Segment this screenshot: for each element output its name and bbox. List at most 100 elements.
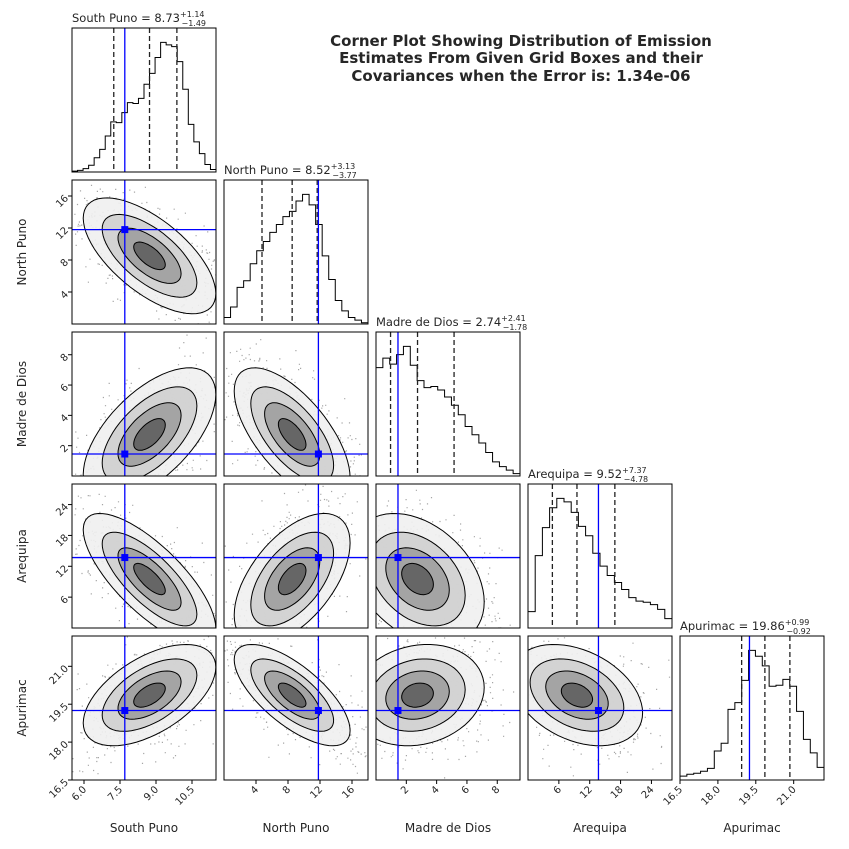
panel-frame-2-2 (375, 331, 521, 477)
panel-content-4-0 (72, 636, 216, 780)
x-axis-label-3: Arequipa (573, 821, 627, 835)
density-contour-2-1-3 (277, 418, 307, 451)
panel-4-1: 4 8 12 16 North Puno (223, 635, 369, 835)
panel-title-1: North Puno = 8.52+3.13 −3.77 (224, 162, 357, 180)
panel-frame-3-1 (223, 483, 369, 629)
panel-frame-3-3 (527, 483, 673, 629)
panel-frame-2-1 (223, 331, 369, 477)
panel-1-1: North Puno = 8.52+3.13 −3.77 (223, 162, 369, 325)
panel-frame-3-2 (375, 483, 521, 629)
x-tick-label-3-3: 24 (640, 784, 657, 801)
panel-frame-4-1 (223, 635, 369, 781)
density-contour-4-2-3 (401, 682, 434, 708)
panel-frame-0-0 (71, 27, 217, 173)
panel-content-2-1 (224, 332, 368, 476)
histogram-3 (528, 497, 672, 628)
scatter-points-4-3 (528, 637, 671, 777)
panel-content-3-3 (528, 484, 672, 628)
x-tick-label-3-0: 6 (552, 784, 564, 796)
density-contour-4-0-3 (133, 682, 166, 708)
panel-0-0: South Puno = 8.73+1.14 −1.49 (71, 10, 217, 173)
x-tick-label-1-0: 4 (249, 784, 261, 796)
panel-content-1-0 (72, 180, 216, 324)
panel-frame-4-0 (71, 635, 217, 781)
x-tick-label-2-1: 4 (429, 784, 441, 796)
y-tick-label-2-2: 6 (59, 382, 71, 394)
y-tick-label-4-3: 21.0 (47, 663, 71, 687)
corner-panels: South Puno = 8.73+1.14 −1.49 4 8 12 16 North P… (15, 10, 825, 835)
y-tick-label-1-1: 8 (59, 257, 71, 269)
x-tick-label-1-3: 16 (340, 784, 357, 801)
panel-frame-4-4 (679, 635, 825, 781)
y-tick-label-2-3: 8 (59, 352, 71, 364)
density-contour-1-0-3 (133, 241, 166, 271)
truth-marker-4-2 (394, 707, 402, 715)
truth-marker-4-0 (121, 707, 129, 715)
panel-frame-2-0 (71, 331, 217, 477)
truth-marker-1-0 (121, 226, 129, 234)
panel-3-2 (375, 483, 521, 629)
density-contour-2-0-3 (133, 418, 166, 451)
truth-marker-4-1 (314, 707, 322, 715)
x-tick-label-0-1: 7.5 (106, 784, 125, 803)
x-tick-label-4-0: 16.5 (662, 784, 686, 808)
y-tick-label-1-0: 4 (59, 289, 71, 301)
panel-frame-4-2 (375, 635, 521, 781)
panel-content-4-2 (376, 636, 520, 780)
truth-marker-3-2 (394, 554, 402, 562)
y-axis-label-4: Apurimac (15, 679, 29, 736)
panel-title-3: Arequipa = 9.52+7.37 −4.78 (528, 466, 648, 484)
panel-4-0: 6.0 7.5 9.0 10.5 South Puno 16.5 18.0 19.5 21.0 A… (15, 635, 217, 835)
truth-marker-2-0 (121, 450, 129, 458)
x-tick-label-3-2: 18 (609, 784, 626, 801)
x-tick-label-3-1: 12 (578, 784, 595, 801)
panel-frame-3-0 (71, 483, 217, 629)
panel-4-2: 2 4 6 8 Madre de Dios (375, 635, 521, 835)
y-tick-label-4-1: 18.0 (47, 739, 71, 763)
density-contour-3-1-3 (277, 562, 307, 596)
panel-content-0-0 (72, 28, 216, 172)
y-axis-label-3: Arequipa (15, 529, 29, 583)
x-tick-label-1-2: 12 (308, 784, 325, 801)
x-tick-label-0-0: 6.0 (70, 784, 89, 803)
x-tick-label-4-1: 18.0 (699, 784, 723, 808)
x-tick-label-2-3: 8 (490, 784, 502, 796)
x-tick-label-0-3: 10.5 (174, 784, 198, 808)
y-axis-label-2: Madre de Dios (15, 361, 29, 447)
panel-2-2: Madre de Dios = 2.74+2.41 −1.78 (375, 314, 527, 477)
panel-frame-1-0 (71, 179, 217, 325)
panel-2-1 (223, 331, 369, 477)
density-contour-3-0-3 (133, 562, 166, 596)
panel-title-4: Apurimac = 19.86+0.99 −0.92 (680, 618, 811, 636)
chart-title-line-2: Estimates From Given Grid Boxes and thei… (339, 49, 703, 67)
panel-content-4-4 (680, 636, 824, 780)
x-tick-label-4-2: 19.5 (737, 784, 761, 808)
panel-3-3: Arequipa = 9.52+7.37 −4.78 (527, 466, 673, 629)
x-axis-label-0: South Puno (110, 821, 178, 835)
truth-marker-3-1 (314, 554, 322, 562)
panel-4-4: Apurimac = 19.86+0.99 −0.92 16.5 18.0 19.5 21… (662, 618, 825, 835)
panel-3-1 (223, 483, 369, 629)
panel-4-3: 6 12 18 24 Arequipa (527, 635, 673, 835)
x-tick-label-2-0: 2 (399, 784, 411, 796)
density-contour-3-2-3 (401, 562, 434, 596)
panel-title-2: Madre de Dios = 2.74+2.41 −1.78 (376, 314, 527, 332)
histogram-0 (72, 41, 216, 172)
truth-marker-3-0 (121, 554, 129, 562)
y-tick-label-2-1: 4 (59, 413, 71, 425)
density-contour-4-1-3 (277, 682, 307, 708)
panel-title-0: South Puno = 8.73+1.14 −1.49 (72, 10, 206, 28)
panel-content-4-1 (224, 636, 368, 780)
x-axis-label-1: North Puno (263, 821, 330, 835)
x-tick-label-4-3: 21.0 (775, 784, 799, 808)
truth-marker-4-3 (594, 707, 602, 715)
panel-content-3-2 (376, 484, 520, 628)
panel-content-3-0 (72, 484, 216, 628)
density-contour-4-3-3 (560, 682, 594, 708)
y-tick-label-4-0: 16.5 (47, 777, 71, 801)
panel-frame-4-3 (527, 635, 673, 781)
y-axis-label-1: North Puno (15, 219, 29, 286)
